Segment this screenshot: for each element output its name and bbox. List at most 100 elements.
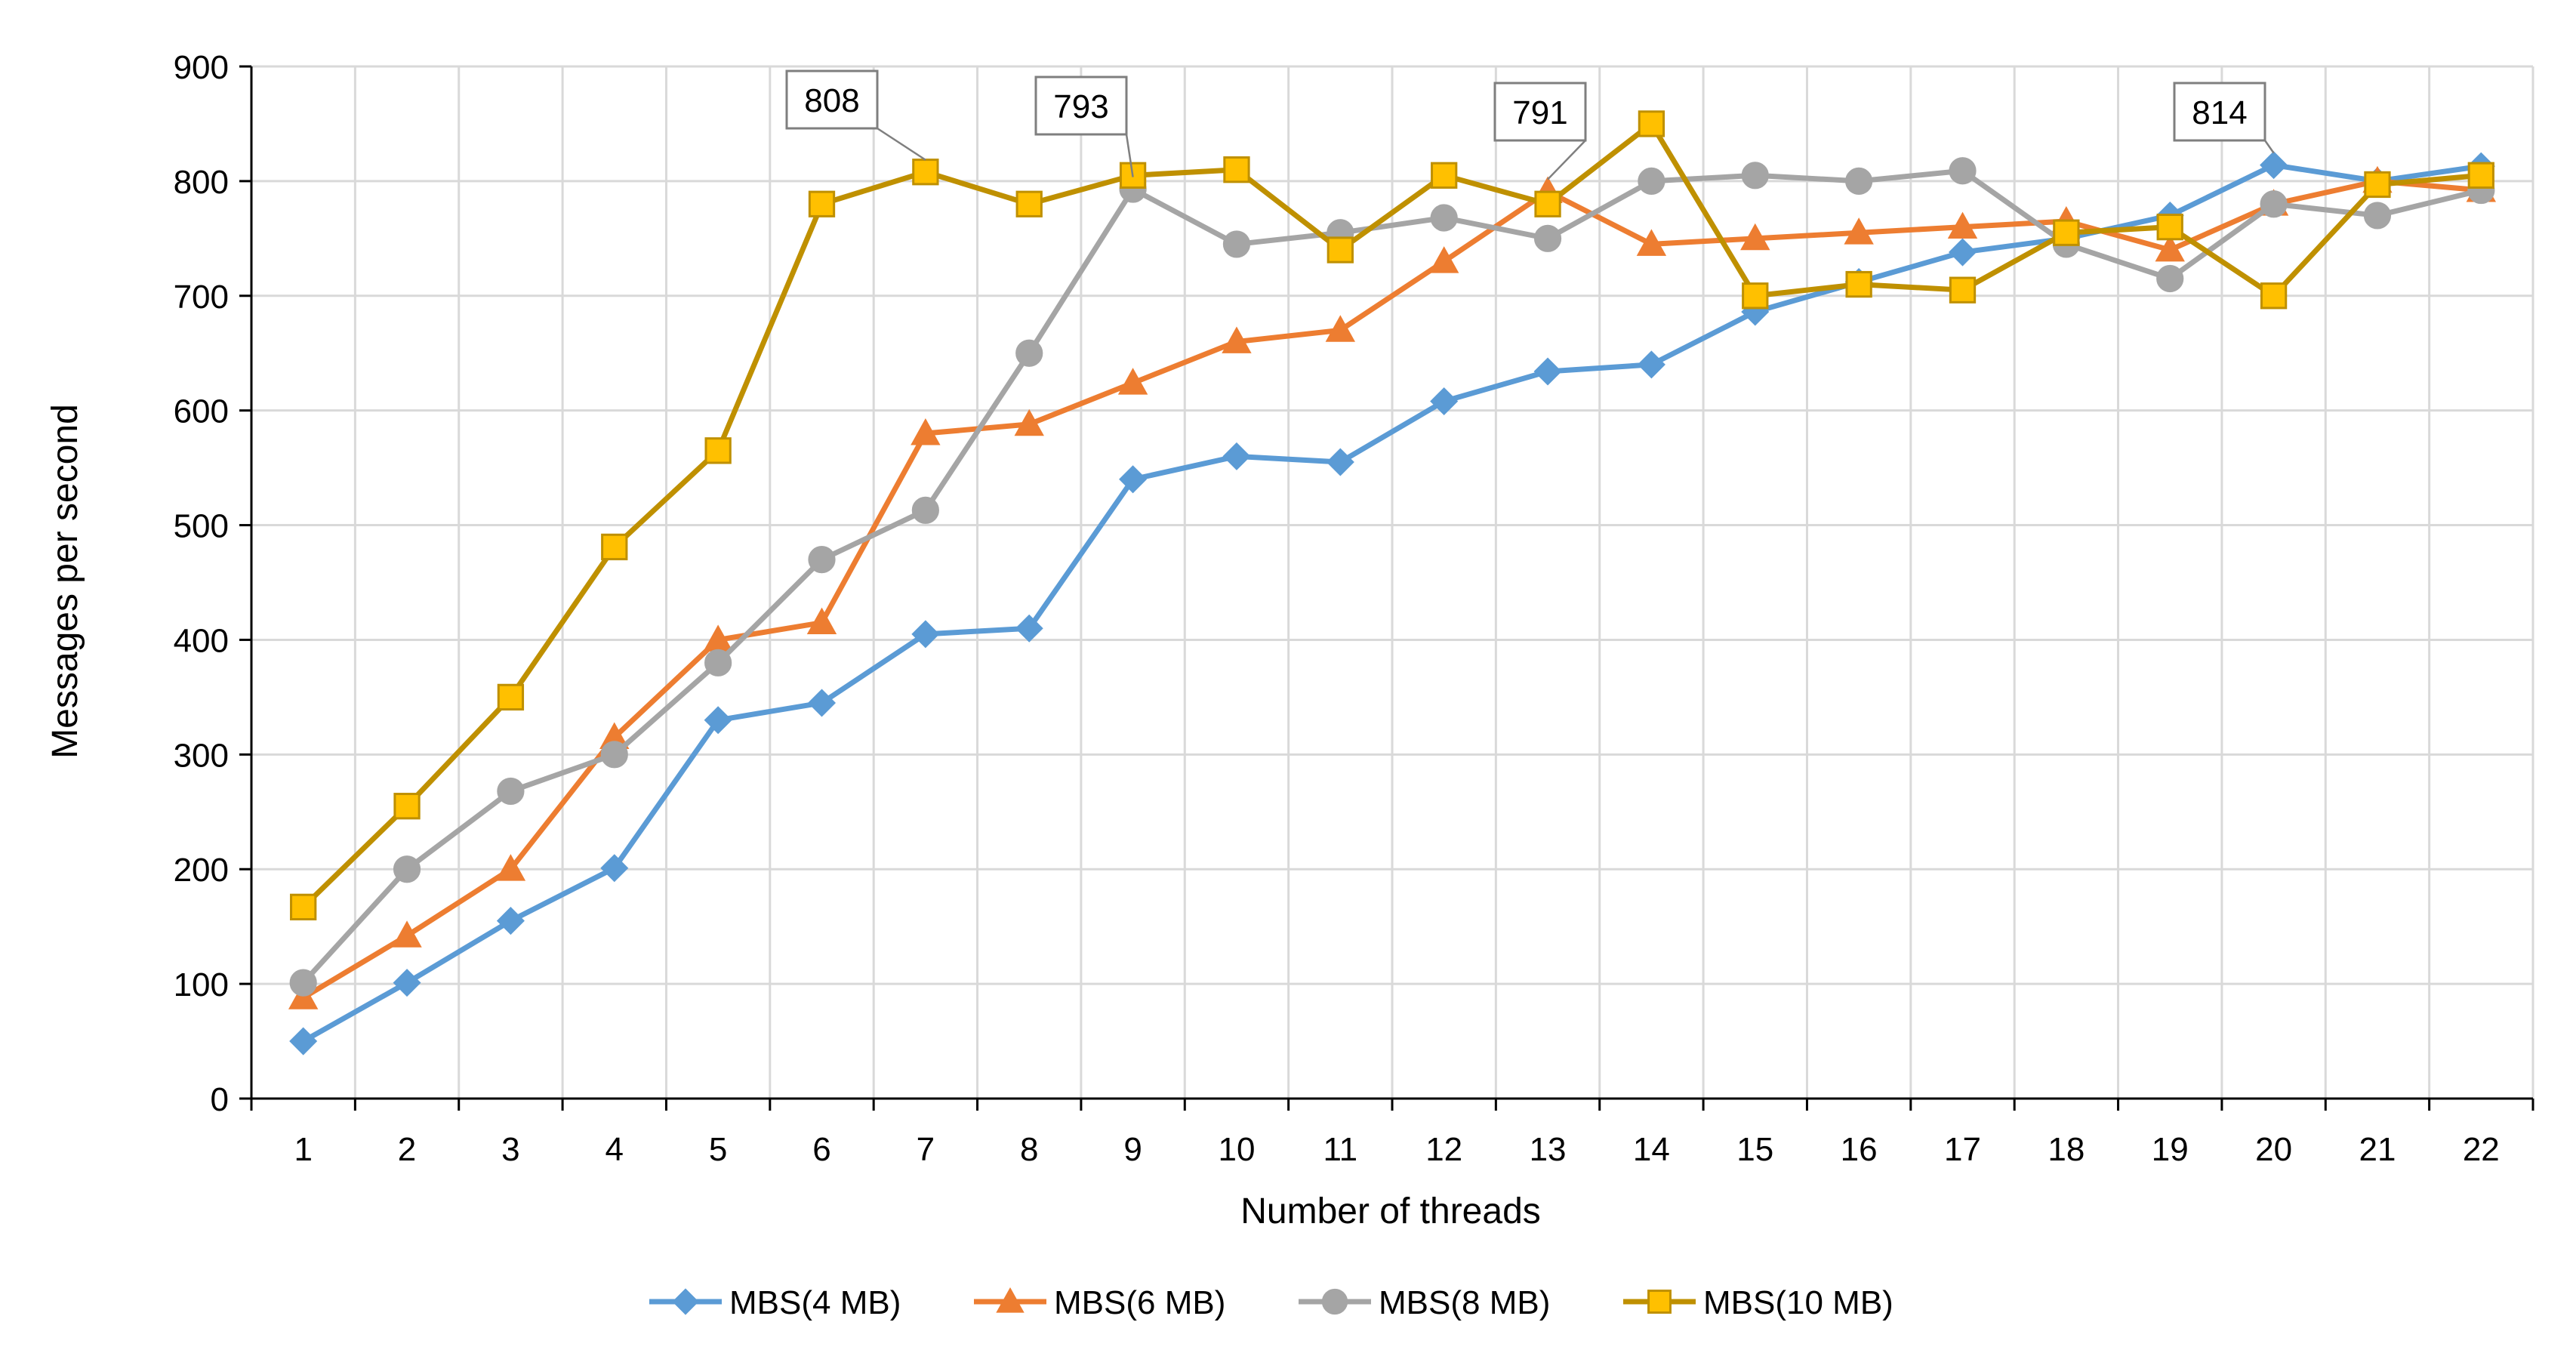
data-callout: 808: [785, 69, 926, 161]
data-point: [1948, 238, 1977, 267]
legend-item: MBS(4 MB): [649, 1284, 901, 1321]
data-point: [2363, 202, 2392, 230]
callout-box: [1493, 82, 1587, 142]
data-callout: 814: [2173, 82, 2275, 154]
y-tick-label: 0: [211, 1081, 229, 1118]
data-point: [2260, 190, 2288, 218]
data-point: [808, 546, 836, 574]
x-tick-label: 6: [812, 1131, 830, 1168]
data-callout: 793: [1034, 76, 1134, 177]
data-callout: 791: [1493, 82, 1587, 180]
data-point: [1431, 162, 1458, 189]
x-tick-label: 10: [1218, 1131, 1255, 1168]
data-point: [1326, 448, 1354, 476]
data-point: [289, 969, 317, 997]
data-point: [1947, 211, 1978, 239]
data-point: [1638, 167, 1665, 195]
data-point: [1117, 368, 1148, 395]
callout-box: [785, 69, 879, 130]
x-tick-label: 11: [1323, 1131, 1357, 1168]
data-point: [1015, 339, 1043, 367]
data-point: [2156, 213, 2183, 241]
data-point: [2156, 264, 2184, 293]
data-point: [1222, 442, 1251, 470]
data-point: [1119, 465, 1148, 494]
data-point: [1637, 350, 1665, 379]
data-point: [704, 437, 732, 464]
data-point: [392, 920, 422, 948]
data-point: [1015, 614, 1043, 643]
x-tick-label: 2: [398, 1131, 416, 1168]
data-point: [601, 533, 628, 561]
callout-leader: [1547, 140, 1586, 180]
y-tick-label: 400: [174, 622, 229, 659]
y-axis-title: Messages per second: [45, 404, 85, 759]
series-lines: [288, 110, 2497, 1056]
series-line: [301, 168, 2482, 985]
x-tick-label: 20: [2255, 1131, 2292, 1168]
data-point: [2260, 151, 2288, 180]
legend-item: MBS(10 MB): [1623, 1284, 1893, 1321]
data-point: [1430, 387, 1459, 416]
data-point: [393, 969, 421, 997]
x-tick-label: 19: [2152, 1131, 2189, 1168]
x-tick-label: 17: [1944, 1131, 1981, 1168]
gridlines: [251, 65, 2534, 1099]
data-point: [1845, 270, 1872, 298]
series-line: [301, 178, 2482, 1000]
data-point: [2467, 162, 2494, 189]
data-point: [290, 893, 317, 920]
data-point: [1741, 162, 1769, 190]
data-point: [1638, 110, 1665, 137]
data-point: [1845, 167, 1873, 195]
data-point: [289, 1027, 318, 1056]
data-point: [1742, 282, 1769, 310]
data-point: [1844, 217, 1874, 245]
callout-box: [2173, 82, 2266, 142]
data-point: [704, 706, 732, 735]
data-point: [600, 854, 629, 883]
legend-swatch-marker: [1321, 1288, 1348, 1315]
data-point: [807, 689, 837, 717]
legend-label: MBS(6 MB): [1054, 1284, 1225, 1321]
series-4: [290, 110, 2494, 920]
data-point: [1949, 276, 1977, 304]
data-point: [808, 190, 836, 217]
series-3: [289, 157, 2495, 997]
callout-leader: [877, 127, 926, 161]
annotations: 808 793 791 814: [785, 69, 2275, 180]
legend-label: MBS(10 MB): [1703, 1284, 1893, 1321]
data-point: [600, 741, 628, 769]
legend: MBS(4 MB) MBS(6 MB) MBS(8 MB) MBS(10 MB): [649, 1284, 1893, 1321]
x-tick-label: 16: [1841, 1131, 1878, 1168]
data-point: [1014, 408, 1044, 436]
x-tick-label: 4: [605, 1131, 624, 1168]
data-point: [495, 854, 526, 881]
series-line: [301, 162, 2482, 1044]
x-tick-label: 21: [2359, 1131, 2396, 1168]
data-point: [1533, 224, 1562, 252]
x-tick-label: 12: [1425, 1131, 1462, 1168]
data-point: [704, 649, 732, 676]
callout-label: 793: [1053, 88, 1108, 125]
data-point: [496, 907, 525, 935]
data-point: [1327, 236, 1354, 264]
data-point: [1534, 190, 1561, 217]
callout-leader: [1125, 134, 1134, 177]
series-line: [301, 121, 2482, 909]
data-point: [911, 496, 939, 524]
data-point: [806, 607, 837, 635]
callout-box: [1034, 76, 1128, 136]
legend-item: MBS(8 MB): [1299, 1284, 1550, 1321]
callout-label: 791: [1512, 94, 1567, 131]
y-tick-label: 800: [174, 164, 229, 201]
legend-label: MBS(4 MB): [729, 1284, 901, 1321]
callout-label: 808: [804, 82, 859, 119]
x-tick-label: 1: [294, 1131, 312, 1168]
data-point: [1740, 223, 1770, 251]
data-point: [1015, 190, 1043, 217]
data-point: [1222, 326, 1252, 353]
